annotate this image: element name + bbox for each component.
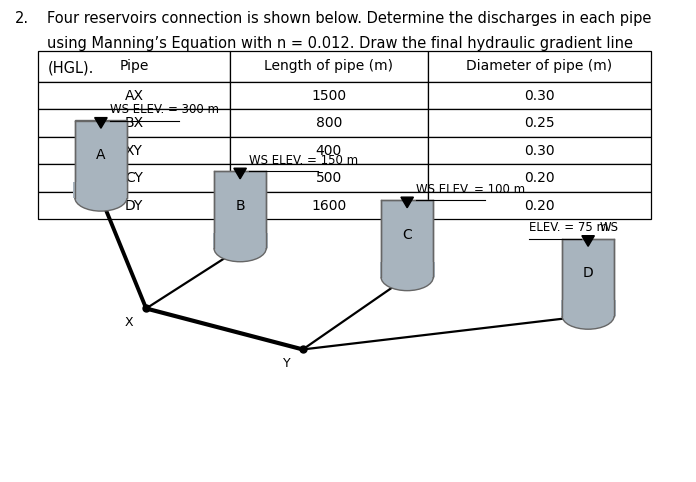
Bar	[38, 82, 230, 109]
Text: CY: CY	[125, 171, 143, 185]
Text: 0.20: 0.20	[524, 171, 555, 185]
Bar	[230, 51, 428, 82]
Bar	[38, 192, 230, 219]
Bar	[38, 164, 230, 192]
Text: WS ELEV. = 300 m: WS ELEV. = 300 m	[110, 103, 219, 116]
Bar	[73, 182, 128, 198]
Bar	[561, 300, 615, 316]
Bar	[230, 164, 428, 192]
Text: D: D	[583, 266, 594, 281]
Text: A: A	[96, 148, 106, 162]
Bar	[428, 109, 651, 137]
Text: Four reservoirs connection is shown below. Determine the discharges in each pipe: Four reservoirs connection is shown belo…	[47, 11, 651, 26]
Bar	[428, 51, 651, 82]
Bar	[428, 192, 651, 219]
Text: 800: 800	[316, 116, 342, 130]
Text: 500: 500	[316, 171, 342, 185]
Text: 0.30: 0.30	[524, 144, 555, 158]
Text: WS: WS	[600, 221, 619, 234]
Bar	[230, 82, 428, 109]
Text: 1500: 1500	[311, 89, 347, 103]
Text: C: C	[402, 228, 412, 242]
Bar	[428, 82, 651, 109]
Text: Y: Y	[283, 357, 290, 370]
Text: 0.25: 0.25	[524, 116, 555, 130]
Text: ELEV. = 75 m: ELEV. = 75 m	[529, 221, 608, 234]
Bar	[213, 233, 267, 248]
Text: AX: AX	[125, 89, 143, 103]
Bar	[562, 239, 614, 316]
Bar	[38, 137, 230, 164]
Ellipse shape	[74, 184, 127, 211]
Bar	[214, 171, 266, 248]
Text: XY: XY	[125, 144, 143, 158]
Text: WS ELEV. = 150 m: WS ELEV. = 150 m	[249, 154, 358, 167]
Text: 0.30: 0.30	[524, 89, 555, 103]
Bar	[428, 137, 651, 164]
Bar	[38, 109, 230, 137]
Bar	[38, 51, 230, 82]
Polygon shape	[582, 236, 594, 246]
Ellipse shape	[214, 235, 266, 262]
Ellipse shape	[562, 302, 615, 329]
Text: (HGL).: (HGL).	[47, 61, 94, 76]
Text: 400: 400	[316, 144, 342, 158]
Text: using Manning’s Equation with n = 0.012. Draw the final hydraulic gradient line: using Manning’s Equation with n = 0.012.…	[47, 36, 633, 51]
Bar	[381, 200, 433, 277]
Bar	[74, 120, 127, 198]
Text: 1600: 1600	[311, 199, 347, 213]
Bar	[230, 137, 428, 164]
Bar	[428, 164, 651, 192]
Text: Length of pipe (m): Length of pipe (m)	[264, 59, 393, 73]
Text: X: X	[125, 316, 134, 329]
Text: DY: DY	[125, 199, 143, 213]
Ellipse shape	[381, 264, 433, 291]
Bar	[230, 192, 428, 219]
Bar	[380, 262, 434, 277]
Polygon shape	[234, 168, 246, 179]
Text: 2.: 2.	[15, 11, 29, 26]
Text: BX: BX	[125, 116, 143, 130]
Text: Pipe: Pipe	[119, 59, 149, 73]
Text: WS ELEV. = 100 m: WS ELEV. = 100 m	[416, 183, 525, 196]
Polygon shape	[401, 197, 413, 208]
Text: 0.20: 0.20	[524, 199, 555, 213]
Text: Diameter of pipe (m): Diameter of pipe (m)	[466, 59, 612, 73]
Text: B: B	[235, 199, 245, 213]
Polygon shape	[95, 118, 107, 128]
Bar	[230, 109, 428, 137]
